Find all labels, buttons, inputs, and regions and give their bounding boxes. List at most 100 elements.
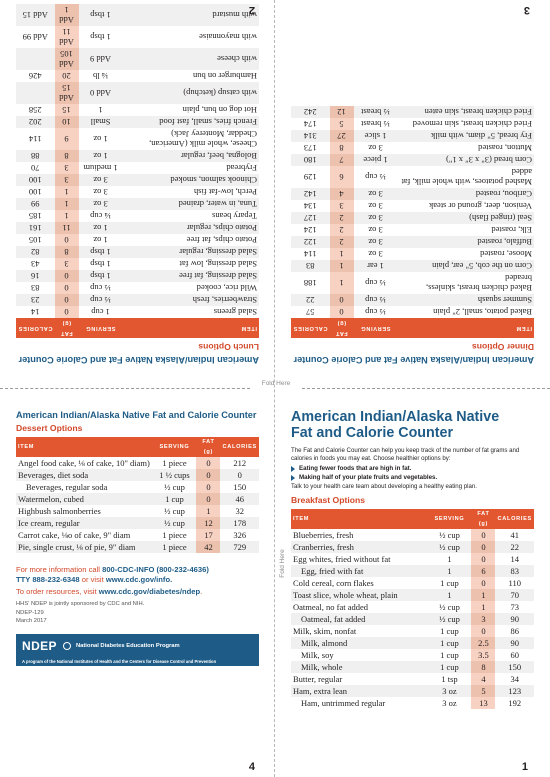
- serving-cell: 1: [427, 588, 472, 601]
- calories-cell: 314: [291, 130, 330, 142]
- serving-cell: 1 tsp: [441, 673, 458, 684]
- fat-cell: 5: [471, 684, 496, 697]
- calories-cell: 100: [28, 187, 42, 197]
- ndep-logo-mark-icon: [62, 641, 71, 650]
- calories-cell: 114: [304, 249, 317, 259]
- table-row: Salad dressing, low fat 1 tbsp 3 43: [16, 258, 259, 270]
- serving-cell: Add 0: [78, 82, 123, 104]
- serving-cell: 3 oz: [427, 684, 472, 697]
- item-cell: Butter, regular: [293, 673, 343, 684]
- calories-cell: 729: [220, 541, 259, 553]
- item-cell: Baked chicken breast, skinless, breaded: [426, 273, 532, 293]
- phone-number[interactable]: 800-CDC-INFO (800-232-4636): [102, 565, 209, 574]
- item-cell: Salad dressing, regular: [122, 246, 259, 258]
- serving-cell: ½ cup: [439, 601, 460, 612]
- serving-cell: ½ cup: [427, 612, 472, 625]
- table-row: Potato chips, fat free 1 oz 0 105: [16, 234, 259, 246]
- fat-cell: 3.5: [471, 648, 496, 661]
- serving-cell: 1 medium: [83, 163, 118, 173]
- table-row: Mashed potatoes, with whole milk, fat ad…: [291, 166, 534, 188]
- fat-cell: 0: [471, 576, 496, 589]
- item-cell: Blueberries, fresh: [293, 529, 354, 540]
- ndep-link[interactable]: www.cdc.gov/diabetes/ndep: [98, 587, 201, 596]
- calories-cell: 41: [510, 529, 519, 540]
- fat-cell: Add 15: [54, 82, 79, 104]
- calories-cell: 86: [510, 625, 519, 636]
- fat-cell: 0: [471, 624, 496, 637]
- tty-number[interactable]: TTY 888-232-6348: [16, 575, 80, 584]
- table-row: Cold cereal, corn flakes 1 cup 0 110: [291, 576, 534, 589]
- item-cell: Pie, single crust, ⅛ of pie, 9" diam: [16, 541, 153, 553]
- serving-cell: 1 ear: [353, 260, 398, 272]
- serving-cell: 1 slice: [353, 130, 398, 142]
- item-cell: Milk, almond: [291, 636, 428, 649]
- calories-cell: 114: [29, 134, 42, 144]
- page-4-panel: American Indian/Alaska Native Fat and Ca…: [0, 389, 275, 777]
- fat-cell: 15: [54, 104, 79, 116]
- item-cell: Egg whites, fried without fat: [293, 553, 391, 564]
- item-cell: Fry bread, 5" diam, with milk: [397, 130, 534, 142]
- serving-cell: 1 oz: [93, 235, 108, 245]
- fat-cell: 0: [196, 493, 221, 505]
- item-cell: Milk, soy: [301, 649, 334, 660]
- item-cell: with catsup (ketchup): [122, 82, 259, 104]
- calories-cell: 14: [510, 553, 519, 564]
- fat-cell: 12: [329, 106, 354, 118]
- serving-cell: 1 cup: [440, 577, 459, 588]
- item-cell: Cold cereal, corn flakes: [293, 577, 374, 588]
- page-4-content: American Indian/Alaska Native Fat and Ca…: [0, 389, 275, 777]
- main-title-line-1: American Indian/Alaska Native: [291, 409, 500, 425]
- table-row: Wild rice, cooked ½ cup 0 83: [16, 282, 259, 294]
- fat-cell: 1: [329, 260, 354, 272]
- serving-cell: 1 cup: [440, 625, 459, 636]
- calories-cell: 127: [291, 212, 330, 224]
- fat-cell: 1: [329, 272, 354, 294]
- calories-cell: 88: [16, 150, 55, 162]
- page-4-header: American Indian/Alaska Native Fat and Ca…: [16, 410, 257, 420]
- calories-cell: 426: [28, 71, 42, 81]
- item-cell: Oatmeal, fat added: [291, 612, 428, 625]
- intro-text: The Fat and Calorie Counter can help you…: [291, 447, 520, 463]
- ndep-program-name: National Diabetes Education Program: [75, 642, 180, 649]
- fold-dash-left: [0, 388, 250, 389]
- fat-cell: 0: [54, 306, 79, 318]
- calories-cell: 110: [508, 577, 521, 588]
- table-row: Ham, extra lean 3 oz 5 123: [291, 684, 534, 697]
- fat-cell: 1: [329, 248, 354, 260]
- serving-cell: 3 oz: [368, 225, 383, 235]
- serving-cell: 1: [447, 553, 452, 564]
- fat-cell: 1: [196, 505, 221, 517]
- bullet-fewer-fat: Eating fewer foods that are high in fat.: [291, 465, 534, 472]
- table-row: Egg whites, fried without fat 1 0 14: [291, 552, 534, 565]
- fold-dash-right: [302, 388, 550, 389]
- dinner-table: ITEM SERVING FAT (g) CALORIES Baked pota…: [291, 106, 534, 338]
- calories-cell: 73: [510, 601, 519, 612]
- calories-cell: 83: [291, 260, 330, 272]
- serving-cell: 3 oz: [78, 174, 123, 186]
- ndep-code: NDEP-129: [16, 609, 44, 616]
- serving-cell: 3 oz: [442, 697, 457, 708]
- lunch-table-body: Salad greens 1 cup 0 14 Strawberries, fresh ½…: [16, 4, 259, 318]
- table-row: Ice cream, regular ½ cup 12 178: [16, 517, 259, 529]
- table-row: with catsup (ketchup) Add 0 Add 15: [16, 82, 259, 104]
- calories-cell: 105: [28, 235, 42, 245]
- item-cell: Fried chicken breast, skin removed: [412, 119, 532, 129]
- serving-cell: 1 piece: [162, 530, 187, 540]
- fat-cell: 1: [54, 186, 79, 198]
- item-cell: Chinook salmon, smoked: [122, 174, 259, 186]
- item-cell: Milk, whole: [291, 660, 428, 673]
- item-cell: Frybread: [226, 163, 257, 173]
- breakfast-table-header: ITEM SERVING FAT (g) CALORIES: [291, 508, 534, 529]
- horizontal-fold-line: [0, 387, 550, 391]
- page-1-panel: American Indian/Alaska Native Fat and Ca…: [275, 389, 550, 777]
- calories-cell: 212: [233, 458, 247, 468]
- serving-cell: 3 oz: [353, 236, 398, 248]
- fat-cell: 42: [196, 541, 221, 553]
- serving-cell: ½ cup: [164, 506, 185, 516]
- table-row: Perch, low-fat fish 3 oz 1 100: [16, 186, 259, 198]
- item-cell: Fried chicken breast, skin eaten: [397, 106, 534, 118]
- cdc-info-link[interactable]: www.cdc.gov/info: [105, 575, 171, 584]
- calories-cell: 185: [28, 211, 42, 221]
- fat-cell: 8: [329, 142, 354, 154]
- fat-cell: 1: [54, 198, 79, 210]
